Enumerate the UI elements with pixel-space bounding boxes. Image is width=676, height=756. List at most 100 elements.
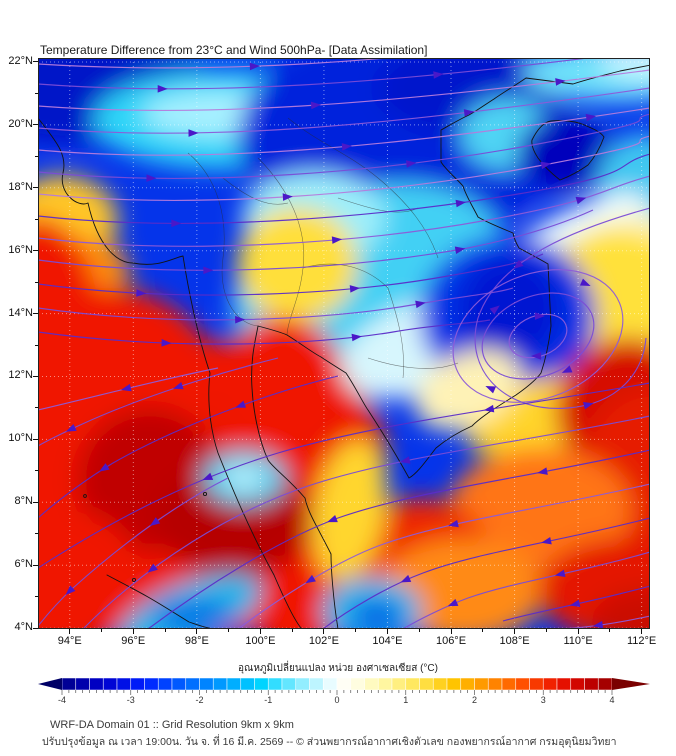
colorbar-segment [570, 677, 585, 691]
streamline-arrow-icon [172, 382, 184, 390]
y-axis-tick-label: 6°N [14, 558, 33, 571]
axis-tick [450, 629, 452, 634]
x-axis-tick-label: 96°E [121, 635, 146, 647]
y-axis-tick-label: 20°N [8, 117, 33, 130]
colorbar-right-arrow [612, 678, 650, 690]
colorbar-title: อุณหภูมิเปลี่ยนแปลง หน่วย องศาเซลเซียส (… [238, 663, 438, 674]
colorbar-segment [584, 677, 599, 691]
streamline-arrow-icon [513, 259, 524, 269]
x-axis-tick-label: 94°E [57, 635, 82, 647]
axis-tick [641, 629, 643, 634]
colorbar-segment [102, 677, 118, 691]
colorbar-segment [130, 677, 145, 691]
x-axis-tick-label: 98°E [184, 635, 209, 647]
axis-tick [69, 629, 71, 634]
y-axis-tick-label: 10°N [8, 432, 33, 445]
colorbar-segment [199, 677, 214, 691]
axis-tick [33, 438, 38, 440]
streamline-arrow-icon [569, 599, 581, 608]
chart-title: Temperature Difference from 23°C and Win… [40, 43, 428, 57]
colorbar-segment [515, 677, 530, 691]
colorbar-segment [116, 677, 132, 691]
axis-tick [33, 313, 38, 315]
streamline-arrow-icon [121, 383, 132, 392]
y-axis-tick-label: 8°N [14, 495, 33, 508]
streamline-arrow-icon [235, 315, 246, 324]
axis-tick [35, 470, 38, 472]
y-axis-tick-label: 22°N [8, 54, 33, 67]
axis-tick [33, 501, 38, 503]
temperature-wind-map-canvas [38, 58, 650, 629]
colorbar-segment [185, 677, 200, 691]
streamline-arrow-icon [561, 365, 573, 373]
streamline-arrow-icon [583, 401, 594, 410]
streamline-arrow-icon [310, 101, 322, 110]
x-axis-tick-label: 102°E [308, 635, 339, 647]
x-axis-tick-label: 100°E [245, 635, 276, 647]
streamline-arrow-icon [399, 456, 411, 464]
axis-tick [323, 629, 325, 634]
streamline-arrow-icon [415, 300, 426, 309]
colorbar-segment [501, 677, 517, 691]
axis-tick [418, 629, 420, 632]
colorbar-segment [254, 677, 269, 691]
island-dot [131, 577, 137, 583]
colorbar-segment [350, 677, 365, 691]
temperature-field [38, 58, 650, 629]
streamline-arrow-icon [485, 385, 497, 394]
colorbar-tick-label: -1 [264, 695, 273, 705]
streamline-arrow-icon [531, 352, 542, 360]
colorbar-segment [89, 677, 104, 691]
streamline-arrow-icon [575, 196, 587, 205]
colorbar-segment [432, 677, 448, 691]
colorbar-tick-label: 2 [471, 695, 477, 705]
map-frame [38, 58, 650, 629]
colorbar-left-arrow [38, 678, 62, 690]
colorbar-segment [446, 677, 462, 691]
colorbar-segment [61, 677, 77, 691]
streamline-arrowheads [65, 62, 604, 629]
y-axis-tick-label: 18°N [8, 180, 33, 193]
colorbar-segment [295, 677, 310, 691]
axis-tick [33, 564, 38, 566]
colorbar-segment [281, 677, 297, 691]
axis-tick [259, 629, 261, 634]
axis-tick [35, 533, 38, 535]
axis-tick [164, 629, 166, 632]
axis-tick [33, 627, 38, 629]
colorbar-segment [75, 677, 90, 691]
streamline-arrow-icon [463, 109, 475, 117]
streamline-arrow-icon [579, 278, 591, 287]
streamline-arrow-icon [188, 129, 199, 137]
streamline-arrow-icon [235, 400, 246, 408]
streamline-arrow-icon [455, 199, 466, 208]
axis-tick [101, 629, 103, 632]
colorbar [38, 677, 650, 695]
streamline-arrow-icon [447, 598, 459, 607]
streamline-arrow-icon [341, 143, 353, 151]
colorbar-segment [542, 677, 558, 691]
colorbar-tick-label: 0 [334, 695, 340, 705]
coastline-mainland [38, 117, 303, 629]
axis-tick [33, 61, 38, 63]
streamline-arrow-icon [136, 289, 147, 297]
colorbar-tick-label: -3 [126, 695, 135, 705]
streamline-arrow-icon [483, 404, 495, 413]
coastline-peninsula-east [251, 64, 650, 629]
footer-credit-info: ปรับปรุงข้อมูล ณ เวลา 19:00น. วัน จ. ที่… [42, 736, 617, 748]
axis-tick [132, 629, 134, 634]
colorbar-segment [144, 677, 159, 691]
colorbar-segment [364, 677, 379, 691]
colorbar-segment [267, 677, 283, 691]
streamline-arrow-icon [554, 569, 566, 578]
streamline-arrow-icon [592, 620, 604, 629]
axis-tick [33, 375, 38, 377]
x-axis-tick-label: 110°E [563, 635, 593, 647]
axis-tick [514, 629, 516, 634]
y-axis-tick-label: 16°N [8, 243, 33, 256]
island-dot [83, 494, 87, 498]
axis-tick [386, 629, 388, 634]
axis-tick [35, 344, 38, 346]
streamline-arrow-icon [433, 71, 444, 79]
